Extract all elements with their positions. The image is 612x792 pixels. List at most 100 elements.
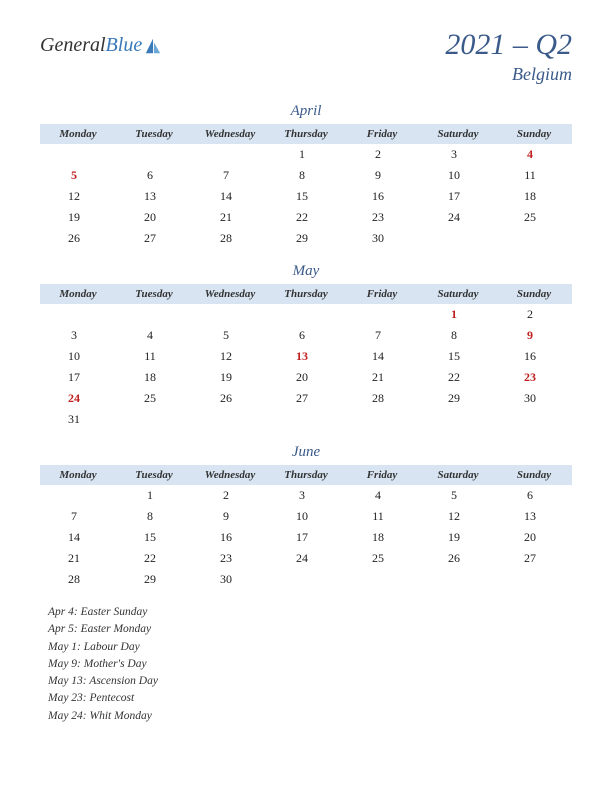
month-block: JuneMondayTuesdayWednesdayThursdayFriday… (40, 444, 572, 590)
calendar-cell (344, 304, 420, 325)
holiday-list: Apr 4: Easter SundayApr 5: Easter Monday… (40, 604, 572, 725)
day-header: Sunday (496, 284, 572, 304)
calendar-cell (268, 569, 344, 590)
day-header: Thursday (268, 124, 344, 144)
calendar-cell: 14 (344, 346, 420, 367)
calendar-cell: 25 (344, 548, 420, 569)
calendar-cell: 21 (40, 548, 116, 569)
calendar-cell: 30 (496, 388, 572, 409)
day-header: Thursday (268, 284, 344, 304)
calendar-cell: 2 (344, 144, 420, 165)
day-header: Friday (344, 284, 420, 304)
calendar-cell: 27 (496, 548, 572, 569)
page-title: 2021 – Q2 (445, 28, 572, 62)
calendar-cell (344, 409, 420, 430)
calendar-cell: 4 (344, 485, 420, 506)
calendar-cell: 21 (192, 207, 268, 228)
calendar-cell: 18 (344, 527, 420, 548)
calendar-table: MondayTuesdayWednesdayThursdayFridaySatu… (40, 465, 572, 590)
calendar-cell: 23 (192, 548, 268, 569)
calendar-cell: 13 (268, 346, 344, 367)
calendar-table: MondayTuesdayWednesdayThursdayFridaySatu… (40, 284, 572, 430)
calendar-cell: 22 (420, 367, 496, 388)
calendar-cell: 2 (192, 485, 268, 506)
day-header: Friday (344, 124, 420, 144)
calendar-row: 78910111213 (40, 506, 572, 527)
calendar-cell: 15 (116, 527, 192, 548)
day-header: Wednesday (192, 284, 268, 304)
calendar-cell: 24 (420, 207, 496, 228)
calendar-cell: 28 (192, 228, 268, 249)
calendar-cell: 27 (116, 228, 192, 249)
calendar-cell: 20 (496, 527, 572, 548)
month-name: May (40, 263, 572, 280)
calendar-cell: 22 (268, 207, 344, 228)
day-header: Tuesday (116, 284, 192, 304)
day-header: Monday (40, 465, 116, 485)
holiday-item: May 24: Whit Monday (48, 708, 572, 725)
holiday-item: Apr 4: Easter Sunday (48, 604, 572, 621)
calendar-cell (496, 228, 572, 249)
calendar-cell: 11 (116, 346, 192, 367)
calendar-cell: 27 (268, 388, 344, 409)
day-header: Sunday (496, 465, 572, 485)
calendar-cell: 17 (268, 527, 344, 548)
calendar-cell: 8 (268, 165, 344, 186)
calendar-cell: 31 (40, 409, 116, 430)
calendar-row: 282930 (40, 569, 572, 590)
month-block: AprilMondayTuesdayWednesdayThursdayFrida… (40, 103, 572, 249)
calendar-cell: 8 (116, 506, 192, 527)
day-header: Sunday (496, 124, 572, 144)
calendar-row: 3456789 (40, 325, 572, 346)
logo-word1: General (40, 34, 106, 56)
calendar-row: 2627282930 (40, 228, 572, 249)
calendar-row: 17181920212223 (40, 367, 572, 388)
calendar-cell: 29 (420, 388, 496, 409)
calendar-cell: 5 (40, 165, 116, 186)
calendar-cell: 19 (420, 527, 496, 548)
calendar-cell (116, 144, 192, 165)
day-header: Tuesday (116, 124, 192, 144)
calendar-cell: 7 (192, 165, 268, 186)
calendar-cell: 23 (496, 367, 572, 388)
calendar-cell: 6 (268, 325, 344, 346)
calendar-cell (40, 485, 116, 506)
calendar-cell (420, 409, 496, 430)
calendar-cell: 20 (268, 367, 344, 388)
calendar-cell: 20 (116, 207, 192, 228)
calendar-cell: 11 (344, 506, 420, 527)
day-header: Tuesday (116, 465, 192, 485)
calendar-row: 31 (40, 409, 572, 430)
calendar-cell: 7 (40, 506, 116, 527)
logo-word2: Blue (106, 34, 143, 56)
calendar-cell (116, 304, 192, 325)
calendar-cell (192, 409, 268, 430)
page-subtitle: Belgium (445, 64, 572, 85)
calendar-cell (192, 304, 268, 325)
holiday-item: May 1: Labour Day (48, 639, 572, 656)
calendar-cell (40, 144, 116, 165)
calendar-cell: 6 (496, 485, 572, 506)
calendar-row: 10111213141516 (40, 346, 572, 367)
calendar-cell: 30 (344, 228, 420, 249)
day-header: Monday (40, 284, 116, 304)
calendar-cell: 10 (268, 506, 344, 527)
calendar-cell: 10 (420, 165, 496, 186)
calendar-cell: 16 (192, 527, 268, 548)
title-block: 2021 – Q2 Belgium (445, 28, 572, 85)
calendar-cell: 1 (420, 304, 496, 325)
calendar-cell: 29 (268, 228, 344, 249)
day-header: Wednesday (192, 465, 268, 485)
calendar-cell: 4 (496, 144, 572, 165)
calendar-cell (40, 304, 116, 325)
calendar-row: 21222324252627 (40, 548, 572, 569)
logo-text: GeneralBlue (40, 34, 142, 57)
calendar-cell: 19 (40, 207, 116, 228)
calendar-row: 1234 (40, 144, 572, 165)
month-name: April (40, 103, 572, 120)
calendar-cell: 19 (192, 367, 268, 388)
calendar-cell: 26 (40, 228, 116, 249)
calendar-cell: 5 (420, 485, 496, 506)
calendar-cell (344, 569, 420, 590)
calendar-cell: 4 (116, 325, 192, 346)
